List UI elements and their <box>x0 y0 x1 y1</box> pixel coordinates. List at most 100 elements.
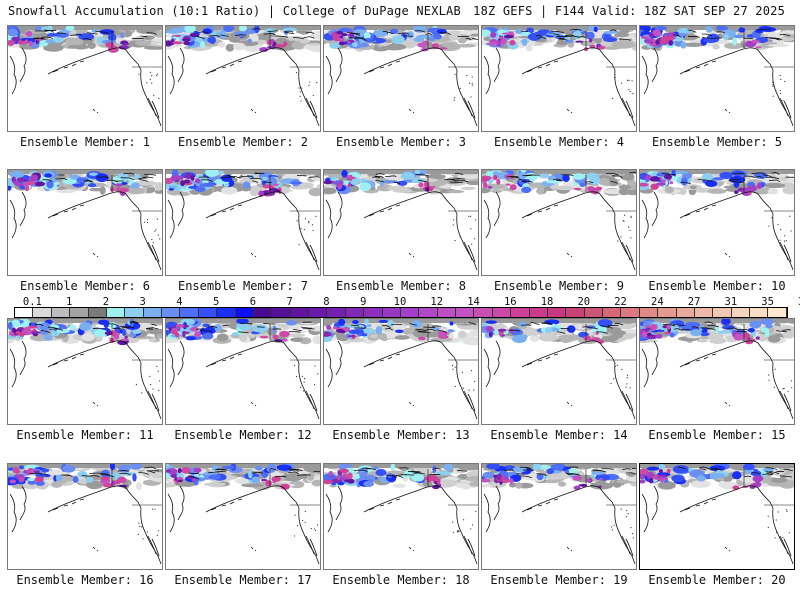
coastline <box>19 340 27 376</box>
snow-moderate-area <box>169 185 177 189</box>
lake-dot <box>156 365 158 367</box>
snow-moderate-area <box>254 465 263 471</box>
snow-moderate-area <box>355 42 370 48</box>
lake-dot <box>785 240 787 242</box>
coastline-arctic <box>425 33 432 35</box>
snow-light-area <box>135 482 143 490</box>
snow-light-area <box>536 186 545 195</box>
snow-moderate-area <box>672 464 689 474</box>
snow-heavy-area <box>496 178 501 185</box>
coastline-arctic <box>775 330 787 333</box>
snow-light-area <box>288 480 305 489</box>
snow-heavy-area <box>194 178 201 184</box>
coastline-arctic <box>726 327 740 331</box>
coastline-arctic <box>147 470 160 472</box>
snow-heavy-area <box>8 39 15 46</box>
snow-heavy-area <box>332 34 340 42</box>
coastline-arctic <box>409 323 417 326</box>
ensemble-panel-18: Ensemble Member: 18 <box>323 463 479 587</box>
snow-top-band <box>324 26 478 30</box>
snowfall-map <box>165 318 321 425</box>
snow-light-area <box>785 474 794 481</box>
colorbar-swatch <box>290 308 309 317</box>
lake-dot <box>773 386 775 388</box>
coastline <box>92 252 99 258</box>
coastline <box>772 362 794 420</box>
coastline-arctic <box>691 326 700 329</box>
snowfall-map <box>7 318 163 425</box>
snow-heavy-area <box>16 177 26 183</box>
coastline-arctic <box>518 178 526 182</box>
coastline-arctic <box>42 179 53 182</box>
snow-light-area <box>464 36 476 41</box>
snow-moderate-area <box>373 30 388 37</box>
snow-heavy-area <box>193 467 202 473</box>
snow-heavy-area <box>431 185 436 189</box>
lake-dot <box>625 386 627 388</box>
map-canvas <box>640 170 794 271</box>
map-canvas <box>324 170 478 271</box>
lake-dot <box>158 97 160 100</box>
coastline-arctic <box>69 34 82 36</box>
snow-light-area <box>308 187 320 197</box>
snow-light-area <box>597 177 610 186</box>
snow-moderate-area <box>77 470 88 478</box>
snow-heavy-area <box>177 467 182 474</box>
coastline-arctic <box>765 176 780 180</box>
snow-heavy-area <box>175 323 185 328</box>
coastline <box>779 97 792 119</box>
snow-top-band <box>482 170 636 174</box>
coastline <box>140 213 162 271</box>
lake-dot <box>623 214 626 216</box>
snow-moderate-area <box>680 177 688 186</box>
snow-moderate-area <box>572 173 586 180</box>
lake-dot <box>452 224 454 226</box>
coastline-arctic <box>596 331 608 334</box>
snow-heavy-area <box>640 474 645 480</box>
snow-heavy-area <box>15 330 21 335</box>
colorbar-swatch <box>566 308 585 317</box>
snowfall-map <box>481 318 637 425</box>
snow-heavy-area <box>25 181 36 186</box>
snow-light-area <box>134 180 157 186</box>
snow-moderate-area <box>218 170 225 175</box>
snow-heavy-area <box>261 478 268 482</box>
coastline-arctic <box>688 36 700 38</box>
coastline-arctic <box>220 34 230 37</box>
coastline <box>9 55 17 95</box>
coastline <box>335 191 343 227</box>
coastline <box>335 340 343 376</box>
snow-moderate-area <box>541 475 549 479</box>
coastline-arctic <box>416 330 428 333</box>
snow-heavy-area <box>180 180 186 187</box>
coastline <box>52 60 85 73</box>
coastline <box>641 199 649 239</box>
coastline-arctic <box>601 468 614 470</box>
snow-heavy-area <box>640 182 649 187</box>
snow-moderate-area <box>101 39 117 44</box>
lake-dot <box>790 230 792 232</box>
coastline <box>147 535 160 557</box>
snowfall-map <box>639 318 795 425</box>
lake-dot <box>612 97 614 100</box>
snow-moderate-area <box>512 466 527 473</box>
map-canvas <box>8 26 162 127</box>
snow-moderate-area <box>671 474 685 483</box>
colorbar-tick-label: 2 <box>102 296 110 308</box>
snow-heavy-area <box>173 175 184 180</box>
lake-dot <box>152 388 154 390</box>
coastline-arctic <box>251 471 263 474</box>
snow-moderate-area <box>411 177 424 184</box>
lake-dot <box>312 229 314 232</box>
coastline-arctic <box>89 472 101 475</box>
snow-heavy-area <box>326 325 332 330</box>
coastline <box>147 390 160 412</box>
ensemble-panel-19: Ensemble Member: 19 <box>481 463 637 587</box>
coastline <box>521 485 616 513</box>
snow-moderate-area <box>646 466 660 471</box>
lake-dot <box>293 535 296 537</box>
snow-heavy-area <box>650 183 659 190</box>
snow-light-area <box>618 466 636 475</box>
colorbar-swatch <box>529 308 548 317</box>
coastline <box>521 340 616 368</box>
